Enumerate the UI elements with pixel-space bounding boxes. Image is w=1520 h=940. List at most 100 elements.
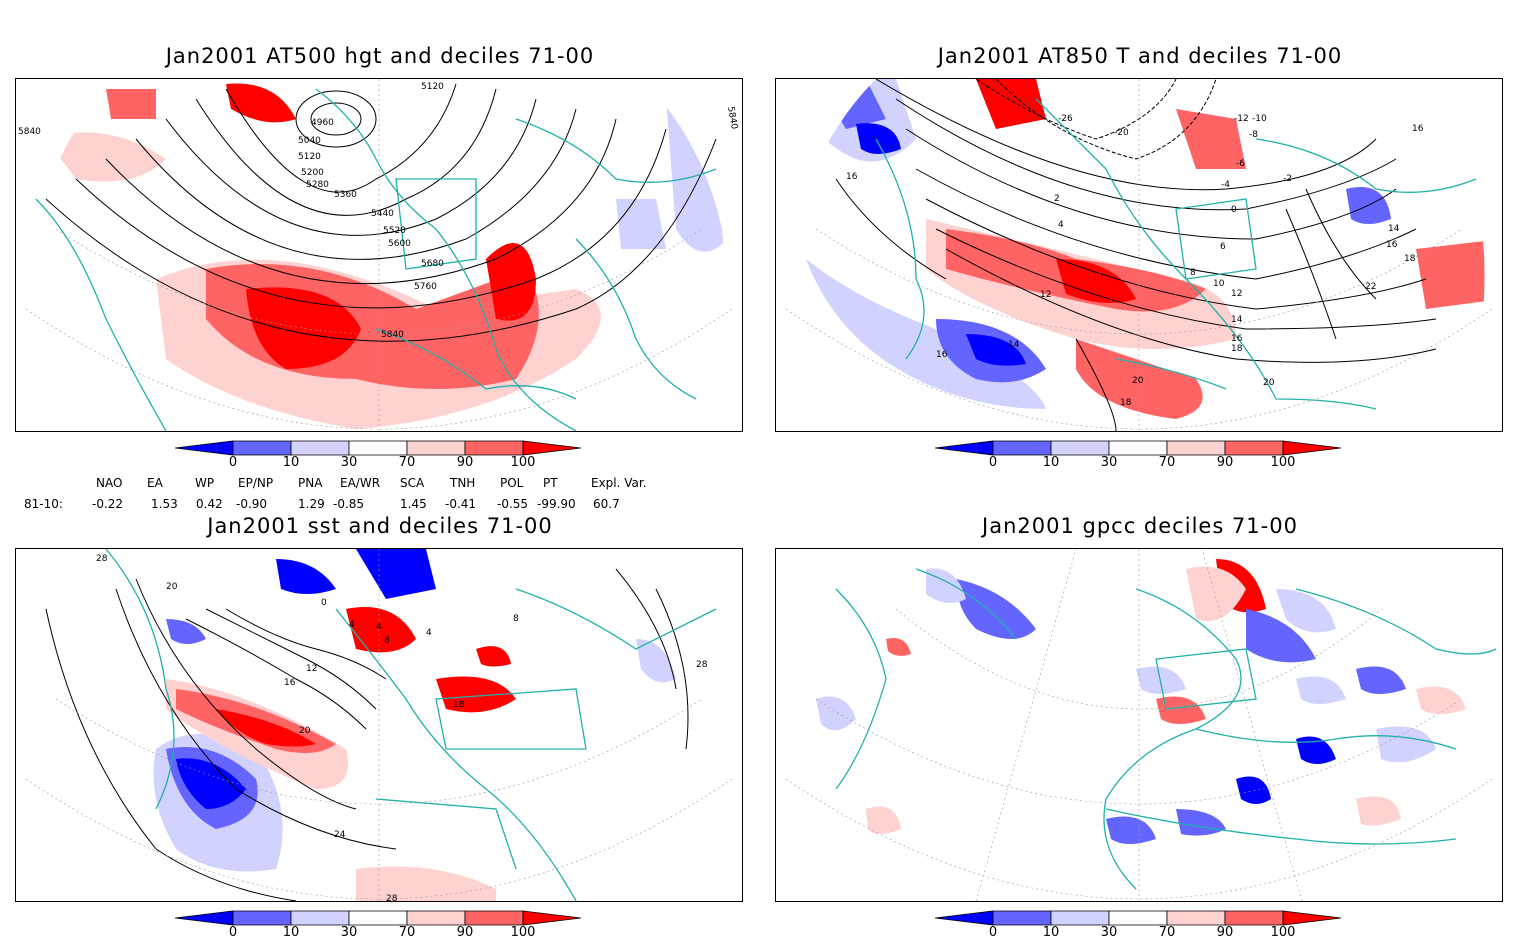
- colorbar-tick-label: 30: [340, 455, 358, 470]
- colorbar-swatch: [1050, 910, 1110, 926]
- colorbar-gpcc: 0 10 30 70 90 100: [935, 910, 1355, 940]
- colorbar-swatch: [348, 440, 408, 456]
- panel-title-sst: Jan2001 sst and deciles 71-00: [207, 514, 553, 538]
- index-header-ea: EA: [147, 476, 163, 490]
- temperature-contours: [835, 79, 1437, 431]
- index-value-pt: -99.90: [537, 497, 576, 511]
- colorbar-swatch: [175, 910, 234, 926]
- colorbar-swatch: [992, 440, 1052, 456]
- colorbar-tick-label: 30: [340, 925, 358, 940]
- shade-mid-red-2: [106, 89, 156, 119]
- colorbar-swatch: [1282, 910, 1342, 926]
- shade-blue: [176, 758, 246, 809]
- map-t850: 16 -26 -20 -12 -10 -8 -6 -4 -2 0 2 4 6 8…: [775, 78, 1503, 432]
- shade-red-2: [486, 243, 536, 321]
- index-value-sca: 1.45: [400, 497, 427, 511]
- map-t850-canvas: [776, 79, 1502, 431]
- index-row-label: 81-10:: [24, 497, 63, 511]
- shade-mid-blue-2: [166, 619, 206, 644]
- colorbar-swatch: [1166, 910, 1226, 926]
- colorbar-swatches: [935, 910, 1342, 926]
- shade-light-blue-2: [636, 639, 676, 683]
- colorbar-swatches: [935, 440, 1342, 456]
- shade-mid-red-2: [1076, 339, 1203, 419]
- shade-red-3: [436, 676, 516, 713]
- colorbar-swatch: [522, 910, 582, 926]
- colorbar-swatch: [464, 910, 524, 926]
- coastlines: [105, 549, 717, 901]
- colorbar-tick-label: 90: [1216, 925, 1234, 940]
- shade-blue-2: [966, 334, 1026, 366]
- colorbar-swatch: [406, 440, 466, 456]
- index-value-ea: 1.53: [151, 497, 178, 511]
- colorbar-tick-label: 30: [1100, 455, 1118, 470]
- colorbar-tick-label: 10: [282, 455, 300, 470]
- map-hgt: 5840 5120 4960 5040 5120 5200 5280 5360 …: [15, 78, 743, 432]
- colorbar-swatch: [1108, 440, 1168, 456]
- shade-light-red-2: [356, 866, 496, 901]
- index-value-epnp: -0.90: [236, 497, 268, 511]
- index-value-nao: -0.22: [92, 497, 124, 511]
- colorbar-swatches: [175, 910, 582, 926]
- panel-title-t850: Jan2001 AT850 T and deciles 71-00: [937, 44, 1343, 68]
- colorbar-tick-label: 0: [988, 925, 998, 940]
- colorbar-tick-label: 90: [456, 925, 474, 940]
- sst-contours: [45, 568, 689, 901]
- shade-red: [216, 709, 316, 747]
- colorbar-tick-label: 100: [1270, 455, 1296, 470]
- map-sst-canvas: [16, 549, 742, 901]
- colorbar-tick-label: 0: [228, 925, 238, 940]
- colorbar-tick-label: 100: [510, 455, 536, 470]
- colorbar-tick-label: 70: [398, 925, 416, 940]
- index-value-pol: -0.55: [497, 497, 529, 511]
- colorbar-swatch: [290, 440, 350, 456]
- shade-blue-2: [276, 559, 336, 594]
- panel-title-hgt: Jan2001 AT500 hgt and deciles 71-00: [165, 44, 595, 68]
- map-sst: 28 20 0 4 4 8 4 16 12 20 24 28 28 18 8: [15, 548, 743, 902]
- index-value-pna: 1.29: [298, 497, 325, 511]
- index-header-pt: PT: [543, 476, 558, 490]
- colorbar-swatch: [232, 910, 292, 926]
- index-header-eawr: EA/WR: [340, 476, 381, 490]
- colorbar-swatch: [406, 910, 466, 926]
- index-header-explvar: Expl. Var.: [591, 476, 647, 490]
- colorbar-swatch: [1282, 440, 1342, 456]
- index-header-tnh: TNH: [450, 476, 476, 490]
- shade-light-red-2: [46, 132, 166, 182]
- index-value-explvar: 60.7: [593, 497, 620, 511]
- colorbar-swatch: [992, 910, 1052, 926]
- index-header-pol: POL: [500, 476, 524, 490]
- index-header-sca: SCA: [400, 476, 425, 490]
- colorbar-tick-label: 100: [510, 925, 536, 940]
- index-header-pna: PNA: [298, 476, 323, 490]
- coastlines: [835, 568, 1497, 890]
- colorbar-tick-label: 0: [988, 455, 998, 470]
- shade-mid-red-5: [1416, 239, 1502, 309]
- colorbar-swatch: [935, 910, 994, 926]
- shade-mid-red-3: [1176, 109, 1246, 169]
- colorbar-tick-label: 90: [456, 455, 474, 470]
- shade-red: [1056, 259, 1136, 303]
- map-hgt-canvas: [16, 79, 742, 431]
- map-gpcc-canvas: [776, 549, 1502, 901]
- coastlines: [35, 88, 717, 431]
- shade-red-2: [346, 607, 416, 653]
- colorbar-swatch: [1224, 440, 1284, 456]
- colorbar-swatch: [232, 440, 292, 456]
- colorbar-t850: 0 10 30 70 90 100: [935, 440, 1355, 470]
- index-value-wp: 0.42: [196, 497, 223, 511]
- index-header-epnp: EP/NP: [238, 476, 274, 490]
- shade-red: [246, 287, 361, 369]
- shade-red-3: [226, 83, 296, 123]
- colorbar-tick-label: 70: [1158, 925, 1176, 940]
- shade-red-4: [476, 646, 511, 667]
- colorbar-swatch: [348, 910, 408, 926]
- colorbar-tick-label: 10: [1042, 925, 1060, 940]
- index-value-tnh: -0.41: [445, 497, 477, 511]
- colorbar-swatch: [464, 440, 524, 456]
- colorbar-tick-label: 70: [1158, 455, 1176, 470]
- colorbar-tick-label: 30: [1100, 925, 1118, 940]
- index-value-eawr: -0.85: [333, 497, 365, 511]
- height-contours: [45, 83, 717, 342]
- index-header-nao: NAO: [96, 476, 123, 490]
